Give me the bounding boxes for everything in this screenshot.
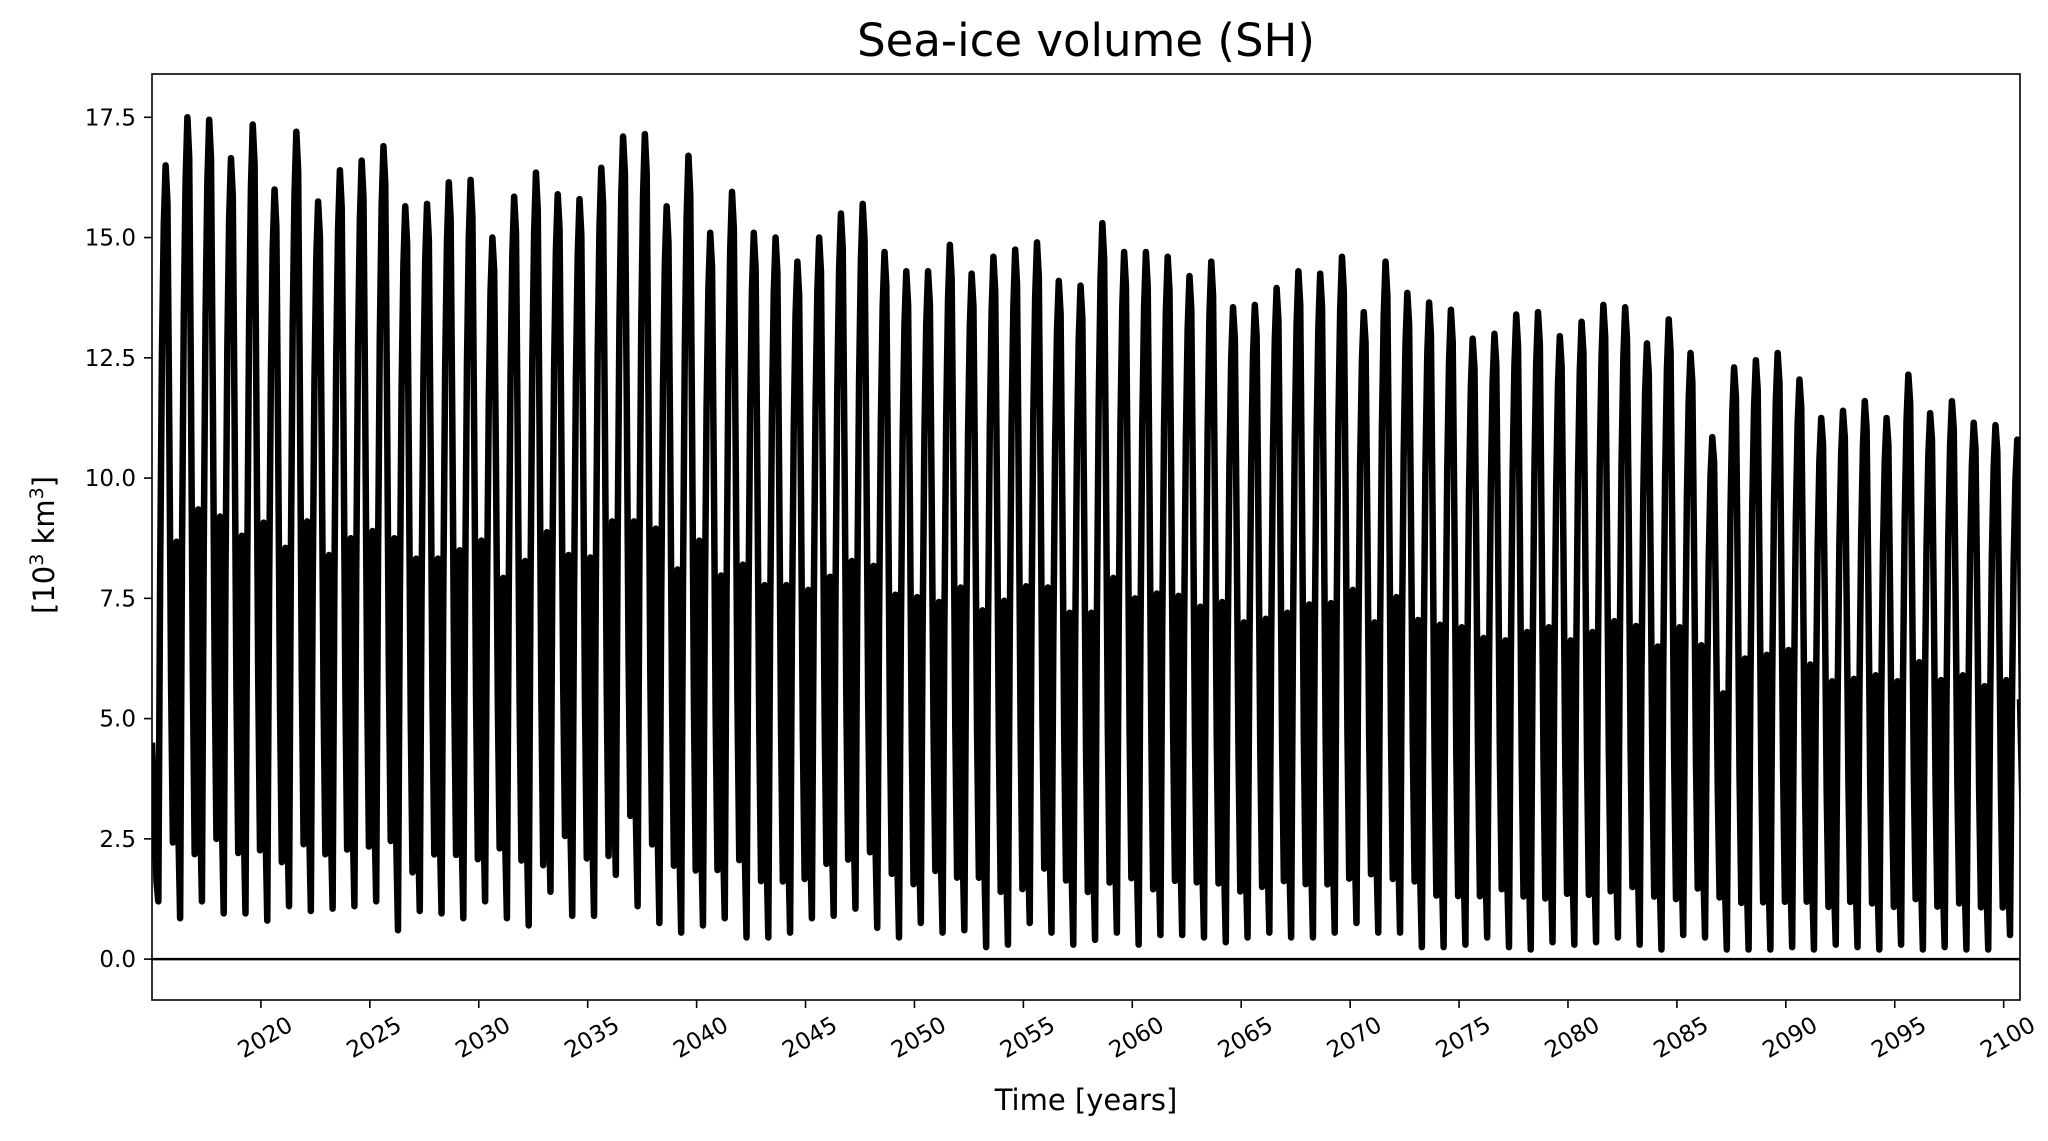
y-axis-label-superscript: 3	[26, 487, 48, 499]
plot-area	[151, 73, 2021, 1001]
x-tick-label: 2065	[1214, 1012, 1278, 1064]
y-tick-label: 5.0	[99, 707, 136, 733]
x-tick-label: 2025	[342, 1012, 406, 1064]
sea-ice-volume-series-line	[152, 114, 2020, 953]
y-tick-label: 10.0	[85, 466, 136, 492]
x-tick-label: 2030	[451, 1012, 515, 1064]
y-axis-label-superscript: 3	[26, 554, 48, 566]
y-tick-label: 17.5	[85, 105, 136, 131]
y-axis-label: [103 km3]	[26, 476, 61, 614]
plot-frame	[151, 73, 2021, 1001]
x-axis: 2020 2025 2030 2035 2040 2045 2050 2055 2060 2065…	[234, 1000, 2040, 1064]
y-axis: 0.0 2.5 5.0 7.5 10.0 12.5 15.0 17.5	[85, 105, 152, 973]
y-tick-label: 2.5	[99, 827, 136, 853]
x-tick-label: 2060	[1105, 1012, 1169, 1064]
x-tick-label: 2040	[669, 1012, 733, 1064]
y-tick-label: 15.0	[85, 226, 136, 252]
x-tick-label: 2090	[1758, 1012, 1822, 1064]
x-tick-label: 2055	[996, 1012, 1060, 1064]
x-tick-label: 2020	[234, 1012, 298, 1064]
x-tick-label: 2070	[1323, 1012, 1387, 1064]
x-tick-label: 2100	[1976, 1012, 2040, 1064]
x-tick-label: 2050	[887, 1012, 951, 1064]
x-tick-label: 2045	[778, 1012, 842, 1064]
x-tick-label: 2075	[1432, 1012, 1496, 1064]
x-axis-label: Time [years]	[994, 1083, 1178, 1117]
x-tick-label: 2035	[560, 1012, 624, 1064]
x-tick-label: 2085	[1650, 1012, 1714, 1064]
x-tick-label: 2080	[1541, 1012, 1605, 1064]
y-tick-label: 12.5	[85, 346, 136, 372]
y-tick-label: 7.5	[99, 586, 136, 612]
y-tick-label: 0.0	[99, 947, 136, 973]
chart-title: Sea-ice volume (SH)	[857, 14, 1315, 67]
x-tick-label: 2095	[1867, 1012, 1931, 1064]
